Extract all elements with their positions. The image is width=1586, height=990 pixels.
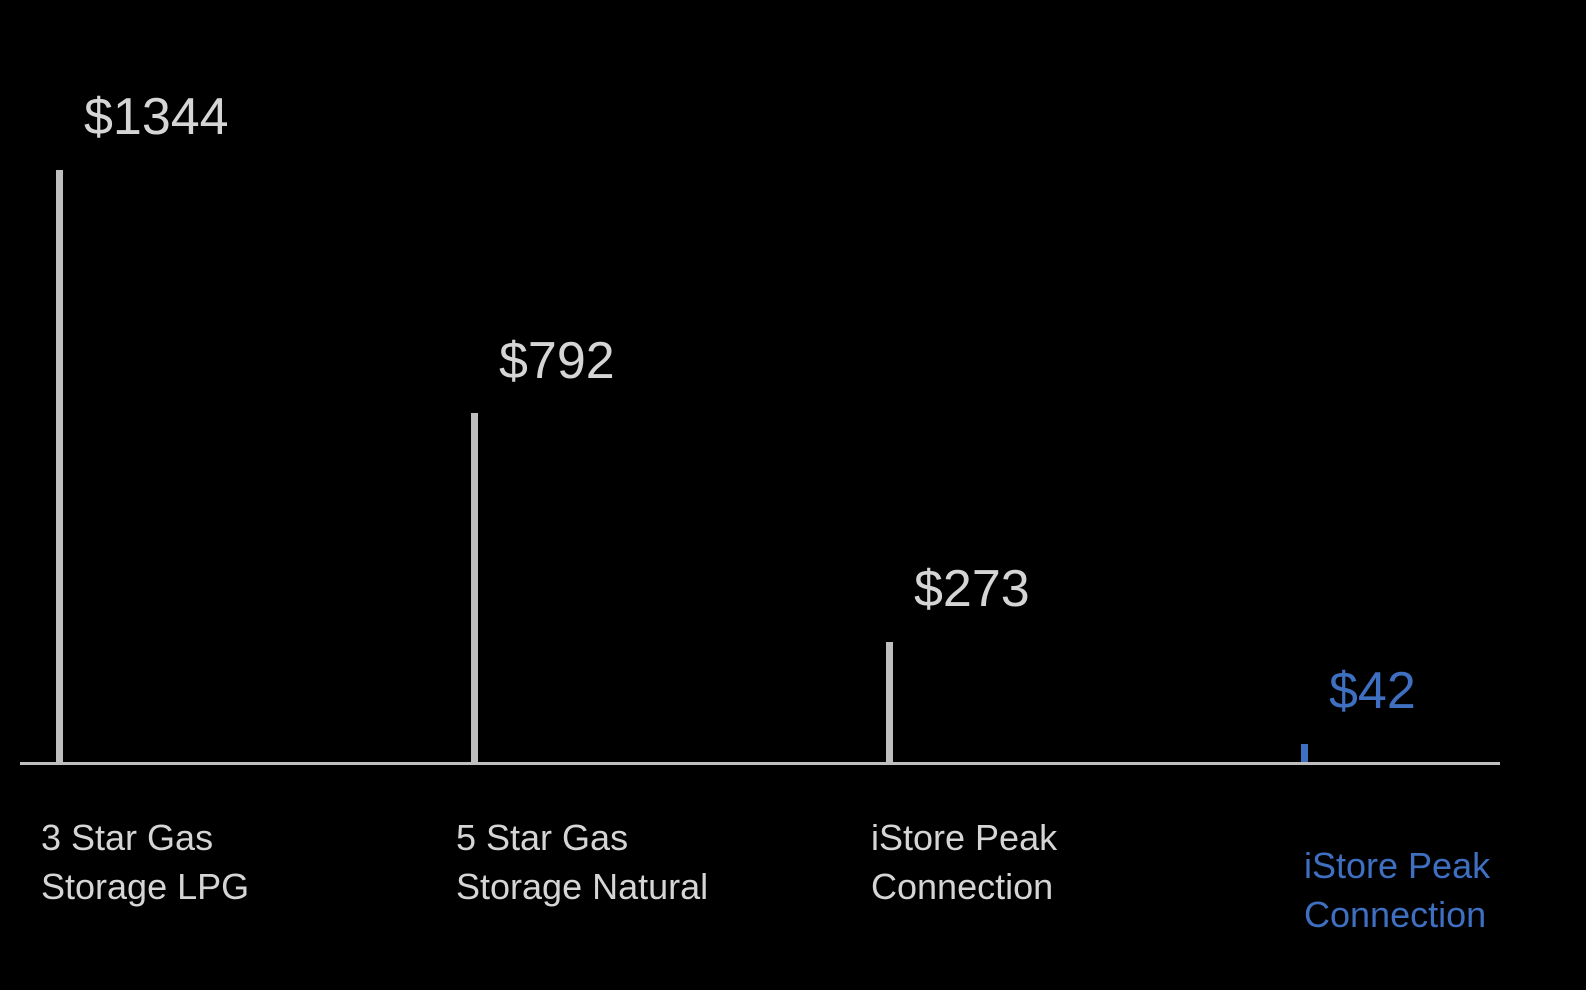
bar (56, 170, 63, 762)
bar (886, 642, 893, 762)
bar-category-label: iStore Peak Connection (871, 814, 1171, 911)
cost-bar-chart: $1344 3 Star Gas Storage LPG $792 5 Star Ga… (0, 0, 1586, 990)
bar-category-label: 5 Star Gas Storage Natural (456, 814, 756, 911)
bar-category-label: iStore Peak Connection (1304, 842, 1586, 939)
bar-value-label: $792 (499, 331, 615, 391)
bar-category-label: 3 Star Gas Storage LPG (41, 814, 341, 911)
x-axis (20, 762, 1500, 765)
bar-value-label: $273 (914, 559, 1030, 619)
bar (1301, 744, 1308, 763)
bar (471, 413, 478, 762)
bar-value-label: $1344 (84, 87, 229, 147)
bar-value-label: $42 (1329, 661, 1416, 721)
